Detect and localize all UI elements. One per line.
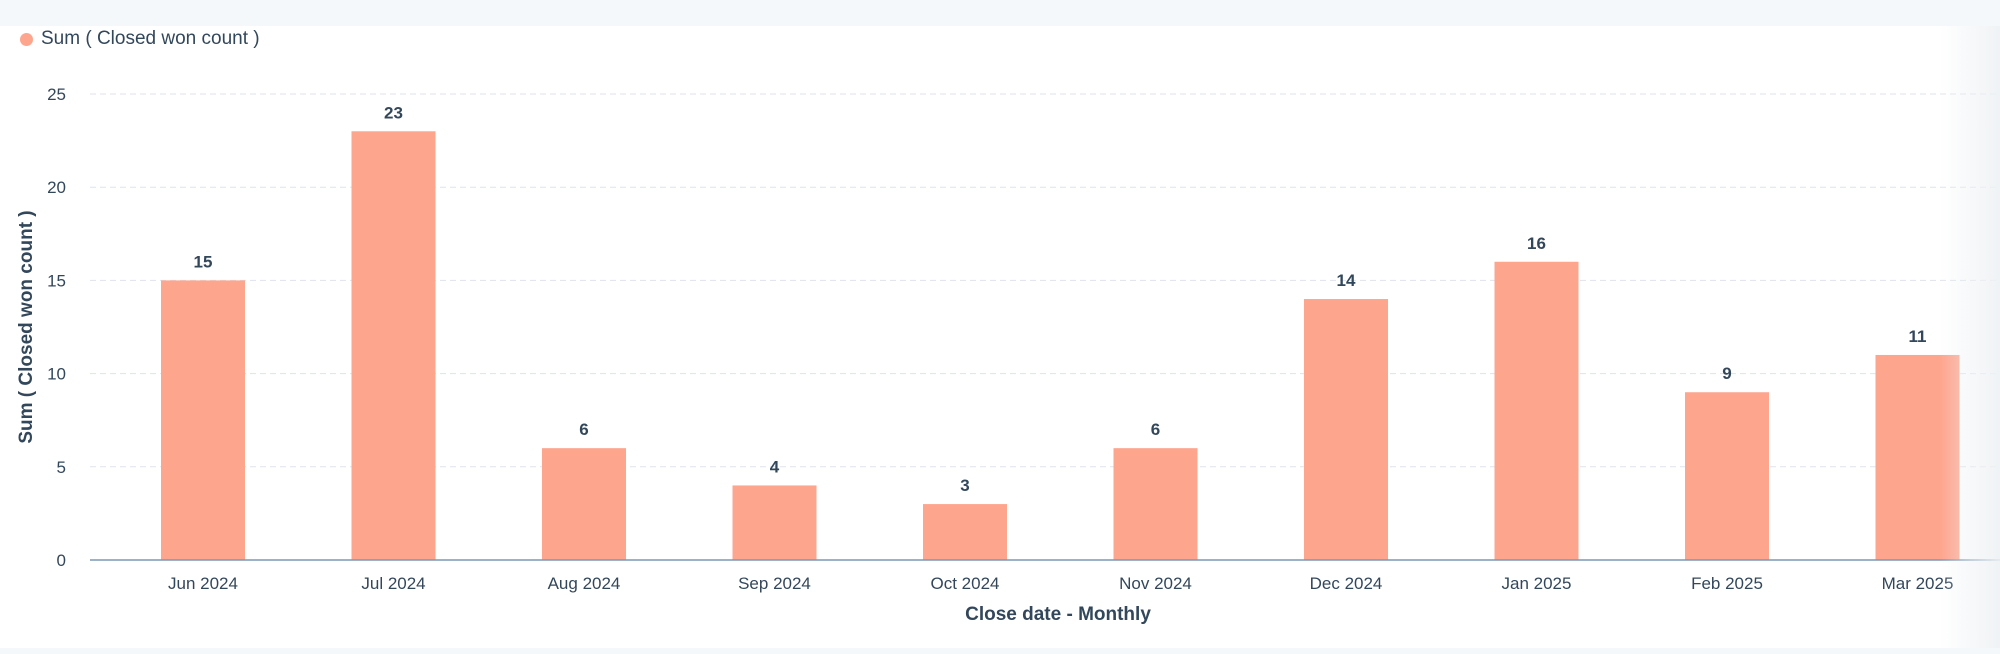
x-tick-label: Sep 2024 bbox=[738, 574, 811, 593]
bar-value-label: 4 bbox=[770, 457, 780, 476]
x-tick-label: Jan 2025 bbox=[1502, 574, 1572, 593]
x-tick-label: Dec 2024 bbox=[1310, 574, 1383, 593]
bar[interactable] bbox=[1685, 392, 1769, 560]
y-axis-ticks: 0 5 10 15 20 25 bbox=[47, 85, 66, 570]
x-tick-label: Jun 2024 bbox=[168, 574, 238, 593]
bar[interactable] bbox=[1113, 448, 1198, 560]
y-tick-label: 15 bbox=[47, 271, 66, 290]
bar[interactable] bbox=[923, 504, 1007, 560]
bar-value-label: 23 bbox=[384, 103, 403, 122]
scroll-fade bbox=[1940, 26, 2000, 648]
bar-value-label: 3 bbox=[960, 476, 969, 495]
x-tick-label: Aug 2024 bbox=[548, 574, 621, 593]
y-tick-label: 0 bbox=[57, 551, 66, 570]
bar[interactable] bbox=[161, 280, 245, 560]
x-tick-label: Mar 2025 bbox=[1882, 574, 1954, 593]
bar-value-label: 11 bbox=[1909, 327, 1927, 346]
y-tick-label: 20 bbox=[47, 178, 66, 197]
x-axis-ticks: Jun 2024 Jul 2024 Aug 2024 Sep 2024 Oct 2024… bbox=[168, 574, 1953, 593]
bar[interactable] bbox=[542, 448, 626, 560]
legend-label: Sum ( Closed won count ) bbox=[41, 28, 260, 49]
bars: 15 23 6 4 3 6 14 16 9 11 bbox=[161, 103, 1960, 560]
bar[interactable] bbox=[732, 485, 817, 560]
y-tick-label: 10 bbox=[47, 365, 66, 384]
bar-value-label: 14 bbox=[1337, 271, 1356, 290]
y-axis-title: Sum ( Closed won count ) bbox=[16, 210, 37, 443]
x-tick-label: Oct 2024 bbox=[931, 574, 1000, 593]
x-axis-title: Close date - Monthly bbox=[965, 604, 1151, 625]
x-tick-label: Nov 2024 bbox=[1119, 574, 1192, 593]
legend-marker bbox=[20, 32, 33, 46]
y-tick-label: 25 bbox=[47, 85, 66, 104]
bar-value-label: 6 bbox=[1151, 420, 1160, 439]
bar-value-label: 15 bbox=[194, 252, 213, 271]
x-tick-label: Jul 2024 bbox=[361, 574, 425, 593]
bar[interactable] bbox=[1494, 261, 1579, 560]
bar[interactable] bbox=[1304, 299, 1388, 560]
chart-legend[interactable]: Sum ( Closed won count ) bbox=[20, 26, 260, 52]
gridlines bbox=[90, 93, 2000, 468]
x-tick-label: Feb 2025 bbox=[1691, 574, 1763, 593]
bar-value-label: 16 bbox=[1527, 234, 1546, 253]
bar[interactable] bbox=[351, 131, 436, 560]
bar-value-label: 6 bbox=[579, 420, 588, 439]
y-tick-label: 5 bbox=[57, 458, 66, 477]
bar-value-label: 9 bbox=[1722, 364, 1731, 383]
